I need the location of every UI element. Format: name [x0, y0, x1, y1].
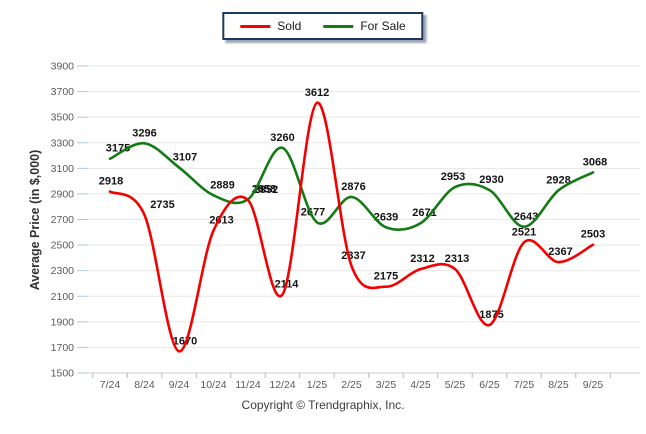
svg-text:2700: 2700 — [51, 214, 75, 226]
legend-item-for-sale: For Sale — [323, 19, 406, 33]
svg-text:2521: 2521 — [512, 226, 536, 238]
svg-text:3500: 3500 — [51, 112, 75, 124]
svg-text:2918: 2918 — [99, 176, 123, 188]
svg-text:3107: 3107 — [173, 151, 197, 163]
svg-text:9/24: 9/24 — [169, 379, 190, 391]
svg-text:8/24: 8/24 — [134, 379, 155, 391]
svg-text:2852: 2852 — [254, 184, 278, 196]
svg-text:2367: 2367 — [548, 246, 572, 258]
svg-text:2503: 2503 — [581, 229, 605, 241]
svg-text:9/25: 9/25 — [583, 379, 604, 391]
for-sale-line-swatch — [323, 24, 354, 28]
svg-text:2313: 2313 — [445, 253, 469, 265]
svg-text:1900: 1900 — [51, 316, 75, 328]
svg-text:5/25: 5/25 — [445, 379, 466, 391]
svg-text:2312: 2312 — [410, 253, 434, 265]
svg-text:2500: 2500 — [51, 240, 75, 252]
svg-text:3175: 3175 — [106, 143, 130, 155]
svg-text:3068: 3068 — [583, 156, 607, 168]
svg-text:1/25: 1/25 — [307, 379, 328, 391]
svg-text:3296: 3296 — [132, 127, 156, 139]
svg-text:1875: 1875 — [479, 309, 503, 321]
legend-label-sold: Sold — [277, 19, 302, 33]
svg-text:2639: 2639 — [374, 211, 398, 223]
svg-text:2671: 2671 — [412, 207, 436, 219]
svg-text:8/25: 8/25 — [548, 379, 569, 391]
svg-text:3300: 3300 — [51, 137, 75, 149]
legend-item-sold: Sold — [240, 19, 301, 33]
svg-text:2/25: 2/25 — [341, 379, 362, 391]
svg-text:6/25: 6/25 — [479, 379, 500, 391]
svg-text:2889: 2889 — [210, 179, 234, 191]
svg-text:2928: 2928 — [546, 174, 570, 186]
svg-text:3100: 3100 — [51, 163, 75, 175]
svg-text:4/25: 4/25 — [410, 379, 431, 391]
svg-text:10/24: 10/24 — [200, 379, 226, 391]
chart-legend: Sold For Sale — [222, 12, 424, 40]
svg-text:2876: 2876 — [341, 181, 365, 193]
svg-text:2900: 2900 — [51, 188, 75, 200]
svg-text:1700: 1700 — [51, 342, 75, 354]
svg-text:2677: 2677 — [301, 206, 325, 218]
svg-text:2953: 2953 — [441, 171, 465, 183]
svg-text:2300: 2300 — [51, 265, 75, 277]
svg-text:3/25: 3/25 — [376, 379, 397, 391]
svg-text:2735: 2735 — [150, 199, 174, 211]
svg-text:12/24: 12/24 — [269, 379, 295, 391]
svg-text:3612: 3612 — [305, 87, 329, 99]
svg-text:2100: 2100 — [51, 291, 75, 303]
svg-text:7/24: 7/24 — [100, 379, 121, 391]
svg-text:2643: 2643 — [514, 211, 538, 223]
svg-text:2930: 2930 — [479, 174, 503, 186]
sold-line-swatch — [240, 24, 271, 28]
svg-text:1500: 1500 — [51, 368, 75, 380]
svg-text:3700: 3700 — [51, 86, 75, 98]
svg-text:2175: 2175 — [374, 271, 398, 283]
legend-label-for-sale: For Sale — [360, 19, 406, 33]
svg-text:3900: 3900 — [51, 61, 75, 73]
svg-text:11/24: 11/24 — [235, 379, 261, 391]
copyright-text: Copyright © Trendgraphix, Inc. — [241, 398, 405, 412]
svg-text:7/25: 7/25 — [514, 379, 535, 391]
svg-text:3260: 3260 — [270, 132, 294, 144]
svg-text:2337: 2337 — [341, 250, 365, 262]
